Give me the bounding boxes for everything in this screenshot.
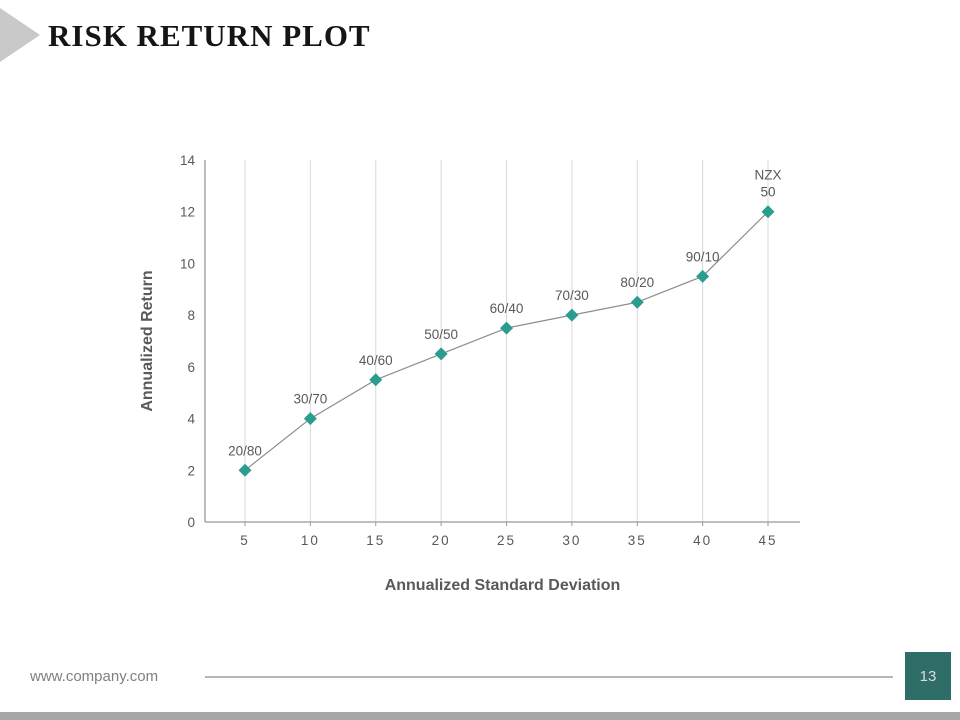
point-label: 30/70 <box>293 392 327 407</box>
data-point <box>630 295 644 309</box>
point-labels: 20/80 30/70 40/60 50/50 60/40 70/30 80/20 90/10… <box>228 168 781 459</box>
point-label: 50/50 <box>424 327 458 342</box>
y-tick-label: 4 <box>187 412 195 427</box>
data-point <box>500 321 513 335</box>
y-tick-label: 6 <box>187 360 195 375</box>
data-points <box>238 205 775 477</box>
point-label: 70/30 <box>555 288 589 303</box>
corner-triangle-decoration <box>0 8 40 62</box>
point-label: 20/80 <box>228 443 262 458</box>
footer-divider <box>205 676 893 678</box>
y-tick-label: 14 <box>180 153 196 168</box>
y-tick-label: 10 <box>180 256 195 271</box>
y-tick-label: 2 <box>187 463 195 478</box>
bottom-bar-decoration <box>0 712 960 720</box>
axes <box>204 160 800 526</box>
page-number: 13 <box>919 667 937 685</box>
y-tick-label: 8 <box>187 308 195 323</box>
point-label: 80/20 <box>620 275 654 290</box>
footer-website: www.company.com <box>30 668 159 685</box>
x-axis-title: Annualized Standard Deviation <box>385 577 621 594</box>
page-number-badge: 13 <box>905 652 951 700</box>
y-tick-label: 12 <box>180 205 195 220</box>
data-point <box>565 308 579 322</box>
x-tick-label: 10 <box>301 533 320 548</box>
data-point <box>369 373 383 387</box>
x-tick-label: 30 <box>562 533 581 548</box>
x-axis-tick-labels: 5 10 15 20 25 30 35 40 45 <box>240 533 777 548</box>
data-point <box>303 412 317 426</box>
point-label: 90/10 <box>686 249 720 264</box>
page-title: RISK RETURN PLOT <box>48 18 371 53</box>
x-tick-label: 40 <box>693 533 712 548</box>
data-point <box>238 463 252 477</box>
point-label: 40/60 <box>359 353 393 368</box>
x-tick-label: 45 <box>758 533 777 548</box>
x-tick-label: 5 <box>240 533 250 548</box>
gridlines <box>244 160 769 522</box>
y-axis-tick-labels: 0 2 4 6 8 10 12 14 <box>180 153 196 530</box>
x-tick-label: 15 <box>366 533 385 548</box>
x-tick-label: 25 <box>497 533 516 548</box>
y-axis-title: Annualized Return <box>139 270 156 411</box>
point-label: NZX 50 <box>755 168 782 200</box>
x-tick-label: 20 <box>432 533 451 548</box>
data-point <box>434 347 448 361</box>
data-point <box>761 205 775 219</box>
x-tick-label: 35 <box>628 533 647 548</box>
data-point <box>696 269 710 283</box>
point-label: 60/40 <box>490 301 524 316</box>
y-tick-label: 0 <box>187 515 195 530</box>
